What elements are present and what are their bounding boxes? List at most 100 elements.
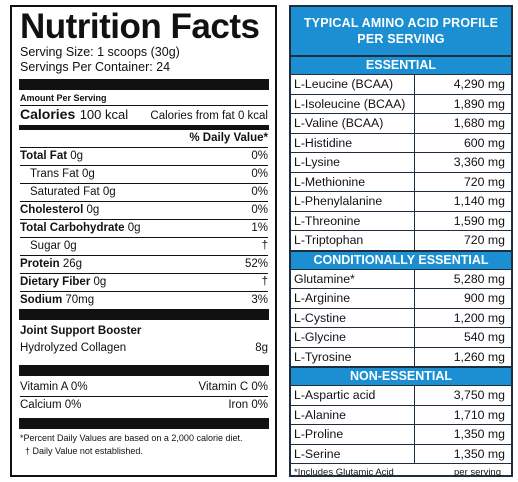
nutrient-row: Total Carbohydrate 0g 1%	[20, 219, 268, 237]
nutrient-daily-value: 0%	[251, 168, 268, 180]
amino-name: L-Aspartic acid	[291, 386, 415, 405]
serving-size: Serving Size: 1 scoops (30g)	[20, 45, 180, 59]
joint-support-title: Joint Support Booster	[20, 325, 142, 337]
nutrient-name: Protein	[20, 258, 60, 270]
amino-name: L-Alanine	[291, 405, 415, 424]
nutrient-label: Protein 26g	[20, 256, 82, 273]
nutrient-amount: 0g	[102, 186, 116, 198]
amino-row: L-Serine 1,350 mg	[291, 443, 511, 463]
amino-name: L-Phenylalanine	[291, 192, 415, 211]
nutrient-label: Trans Fat 0g	[30, 166, 95, 183]
nutrient-daily-value: 0%	[251, 150, 268, 162]
nutrient-row: Sugar 0g †	[20, 237, 268, 255]
nutrient-label: Cholesterol 0g	[20, 202, 99, 219]
footnote-daily-values: *Percent Daily Values are based on a 2,0…	[20, 433, 243, 443]
nutrient-daily-value: 0%	[251, 204, 268, 216]
iron: Iron 0%	[228, 399, 268, 411]
divider-thick	[19, 309, 269, 320]
amino-section-header: ESSENTIAL	[291, 55, 511, 74]
amino-name: L-Histidine	[291, 133, 415, 152]
amino-title-line1: TYPICAL AMINO ACID PROFILE	[303, 16, 499, 30]
amino-value: 1,200 mg	[453, 310, 505, 325]
amino-title-line2: PER SERVING	[357, 32, 445, 46]
divider-medium	[19, 125, 269, 130]
amino-value: 1,350 mg	[453, 427, 505, 441]
amino-name: L-Methionine	[291, 172, 415, 191]
nutrient-name: Cholesterol	[20, 204, 84, 216]
amino-value: 1,890 mg	[453, 96, 505, 111]
amino-value: 1,260 mg	[453, 349, 505, 364]
amino-row: L-Tyrosine 1,260 mg	[291, 346, 511, 366]
nutrient-name: Total Fat	[20, 150, 68, 162]
amino-value: 720 mg	[463, 233, 505, 247]
nutrient-daily-value: 52%	[244, 258, 268, 270]
calcium: Calcium 0%	[20, 399, 82, 411]
nutrient-daily-value: 1%	[251, 222, 268, 234]
amino-footnote-unit: per serving	[454, 467, 501, 478]
amino-footnote: *Includes Glutamic Acid	[294, 467, 394, 478]
amino-row: L-Proline 1,350 mg	[291, 424, 511, 444]
nutrient-name: Dietary Fiber	[20, 276, 91, 288]
amino-value: 600 mg	[463, 135, 505, 150]
amino-name: L-Lysine	[291, 153, 415, 172]
footnotes: *Percent Daily Values are based on a 2,0…	[20, 429, 268, 458]
amino-name: Glutamine*	[291, 269, 415, 288]
amino-row: L-Isoleucine (BCAA) 1,890 mg	[291, 93, 511, 113]
amino-name: L-Valine (BCAA)	[291, 114, 415, 133]
amino-section-header: CONDITIONALLY ESSENTIAL	[291, 249, 511, 269]
amino-section-header: NON-ESSENTIAL	[291, 366, 511, 385]
amount-per-serving: Amount Per Serving	[20, 93, 107, 103]
calories-from-fat: Calories from fat 0 kcal	[150, 110, 268, 122]
mineral-row: Calcium 0% Iron 0%	[20, 396, 268, 414]
joint-item-amount: 8g	[255, 342, 268, 354]
amino-name: L-Arginine	[291, 289, 415, 308]
nutrient-row: Cholesterol 0g 0%	[20, 201, 268, 219]
amino-row: L-Alanine 1,710 mg	[291, 404, 511, 424]
nutrient-label: Sugar 0g	[30, 238, 77, 255]
nutrition-facts-title: Nutrition Facts	[20, 7, 260, 46]
nutrient-name: Sugar	[30, 240, 61, 252]
amino-value: 720 mg	[463, 174, 505, 189]
nutrient-amount: 0g	[70, 150, 84, 162]
nutrient-daily-value: 0%	[251, 186, 268, 198]
nutrient-daily-value: †	[261, 240, 268, 252]
nutrient-row: Saturated Fat 0g 0%	[20, 183, 268, 201]
nutrient-amount: 70mg	[65, 294, 95, 306]
joint-item-label: Hydrolyzed Collagen	[20, 342, 127, 354]
nutrient-label: Total Carbohydrate 0g	[20, 220, 141, 237]
amino-name: L-Leucine (BCAA)	[291, 75, 415, 94]
amino-row: L-Triptophan 720 mg	[291, 230, 511, 250]
nutrient-label: Dietary Fiber 0g	[20, 274, 106, 291]
amino-row: Glutamine* 5,280 mg	[291, 268, 511, 288]
nutrient-daily-value: 3%	[251, 294, 268, 306]
vitamin-c: Vitamin C 0%	[198, 381, 268, 393]
servings-per-container: Servings Per Container: 24	[20, 60, 171, 74]
amino-value: 900 mg	[463, 291, 505, 305]
amino-value: 1,140 mg	[453, 194, 505, 208]
nutrient-name: Total Carbohydrate	[20, 222, 125, 234]
amino-sections: ESSENTIAL L-Leucine (BCAA) 4,290 mg L-Isole…	[291, 55, 511, 463]
amino-footnote-row: *Includes Glutamic Acid per serving	[291, 463, 511, 482]
nutrient-label: Sodium 70mg	[20, 292, 94, 309]
divider-thick	[19, 365, 269, 376]
footnote-not-established: † Daily Value not established.	[25, 446, 143, 456]
nutrient-label: Total Fat 0g	[20, 148, 83, 165]
nutrient-amount: 0g	[93, 276, 107, 288]
nutrient-label: Saturated Fat 0g	[30, 184, 116, 201]
amino-name: L-Threonine	[291, 211, 415, 230]
nutrition-facts-panel: Nutrition Facts Serving Size: 1 scoops (…	[10, 5, 277, 477]
amino-value: 1,710 mg	[453, 407, 505, 422]
divider-thick	[19, 418, 269, 429]
amino-value: 3,360 mg	[453, 155, 505, 169]
nutrient-amount: 0g	[63, 240, 77, 252]
calories-label: Calories	[20, 106, 76, 122]
nutrient-name: Trans Fat	[30, 168, 79, 180]
nutrient-amount: 26g	[62, 258, 83, 270]
calories-row: Calories 100 kcal Calories from fat 0 kc…	[20, 106, 268, 125]
amino-row: L-Arginine 900 mg	[291, 288, 511, 308]
amino-row: L-Valine (BCAA) 1,680 mg	[291, 113, 511, 133]
amino-row: L-Leucine (BCAA) 4,290 mg	[291, 74, 511, 94]
amino-name: L-Serine	[291, 444, 415, 463]
amino-value: 1,350 mg	[453, 446, 505, 461]
nutrient-rows: Total Fat 0g 0% Trans Fat 0g 0% Saturated Fa…	[20, 147, 268, 309]
